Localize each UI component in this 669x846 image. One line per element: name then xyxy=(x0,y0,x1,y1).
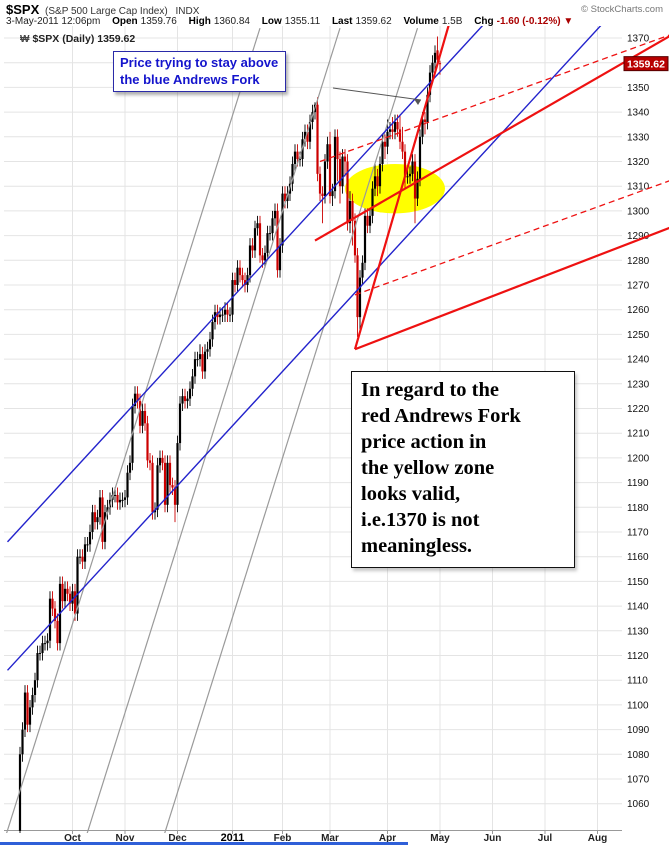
annotation-red-fork-note: In regard to the red Andrews Fork price ac… xyxy=(351,371,575,568)
svg-text:1200: 1200 xyxy=(627,453,650,464)
svg-text:2011: 2011 xyxy=(221,832,245,844)
last-label: Last xyxy=(331,16,353,27)
svg-text:1130: 1130 xyxy=(627,626,649,637)
symbol: $SPX xyxy=(6,2,40,17)
bottom-blue-bar xyxy=(0,842,408,845)
svg-text:1100: 1100 xyxy=(627,700,649,711)
svg-text:1300: 1300 xyxy=(627,206,650,217)
low-label: Low xyxy=(261,16,282,27)
annotation-blue-fork-note: Price trying to stay above the blue Andre… xyxy=(113,51,287,92)
svg-text:Oct: Oct xyxy=(64,833,81,844)
svg-text:1190: 1190 xyxy=(627,478,649,489)
svg-text:1140: 1140 xyxy=(627,602,649,613)
svg-text:1090: 1090 xyxy=(627,725,650,736)
svg-text:1230: 1230 xyxy=(627,379,650,390)
low-value: 1355.11 xyxy=(284,16,321,27)
svg-text:Feb: Feb xyxy=(274,833,292,844)
volume-label: Volume xyxy=(403,16,439,27)
symbol-name: (S&P 500 Large Cap Index) xyxy=(45,6,168,17)
svg-text:1280: 1280 xyxy=(627,256,650,267)
high-value: 1360.84 xyxy=(213,16,250,27)
svg-text:Jun: Jun xyxy=(484,833,502,844)
svg-text:1170: 1170 xyxy=(627,528,649,539)
svg-text:1330: 1330 xyxy=(627,132,650,143)
svg-text:1290: 1290 xyxy=(627,231,650,242)
svg-text:1270: 1270 xyxy=(627,281,650,292)
svg-text:1120: 1120 xyxy=(627,651,649,662)
legend-text: $SPX (Daily) 1359.62 xyxy=(32,33,136,45)
svg-text:1240: 1240 xyxy=(627,355,650,366)
svg-text:1250: 1250 xyxy=(627,330,650,341)
svg-text:Apr: Apr xyxy=(379,833,396,844)
svg-text:1340: 1340 xyxy=(627,108,650,119)
chg-value: -1.60 (-0.12%) xyxy=(496,16,561,27)
svg-text:May: May xyxy=(430,833,450,844)
svg-text:1260: 1260 xyxy=(627,305,650,316)
svg-text:1320: 1320 xyxy=(627,157,650,168)
svg-text:1150: 1150 xyxy=(627,577,649,588)
svg-text:Jul: Jul xyxy=(538,833,553,844)
copyright: © StockCharts.com xyxy=(581,4,663,15)
volume-value: 1.5B xyxy=(441,16,463,27)
svg-text:1110: 1110 xyxy=(627,676,648,687)
svg-text:1060: 1060 xyxy=(627,799,650,810)
svg-text:1080: 1080 xyxy=(627,750,650,761)
svg-text:Nov: Nov xyxy=(116,833,135,844)
svg-text:1350: 1350 xyxy=(627,83,650,94)
chg-down-arrow-icon: ▼ xyxy=(563,16,574,27)
svg-text:1070: 1070 xyxy=(627,775,650,786)
high-label: High xyxy=(188,16,211,27)
chart-header: $SPX (S&P 500 Large Cap Index) INDX © St… xyxy=(6,2,665,17)
sharpcharts-logo-icon: ₩ xyxy=(20,34,30,45)
svg-text:1180: 1180 xyxy=(627,503,649,514)
exchange-tag: INDX xyxy=(175,6,200,17)
svg-text:Dec: Dec xyxy=(168,833,187,844)
svg-text:1310: 1310 xyxy=(627,182,650,193)
svg-text:1220: 1220 xyxy=(627,404,650,415)
svg-text:1160: 1160 xyxy=(627,552,649,563)
chart-legend: ₩ $SPX (Daily) 1359.62 xyxy=(20,33,135,45)
svg-text:Aug: Aug xyxy=(588,833,607,844)
last-value: 1359.62 xyxy=(355,16,392,27)
svg-text:1359.62: 1359.62 xyxy=(627,59,665,71)
svg-text:1210: 1210 xyxy=(627,429,650,440)
open-value: 1359.76 xyxy=(140,16,177,27)
svg-text:1370: 1370 xyxy=(627,34,650,45)
quote-bar: 3-May-2011 12:06pm Open 1359.76 High 1360.… xyxy=(6,16,665,27)
svg-text:Mar: Mar xyxy=(321,833,339,844)
open-label: Open xyxy=(112,16,138,27)
chg-label: Chg xyxy=(474,16,494,27)
datetime: 3-May-2011 12:06pm xyxy=(6,16,101,27)
